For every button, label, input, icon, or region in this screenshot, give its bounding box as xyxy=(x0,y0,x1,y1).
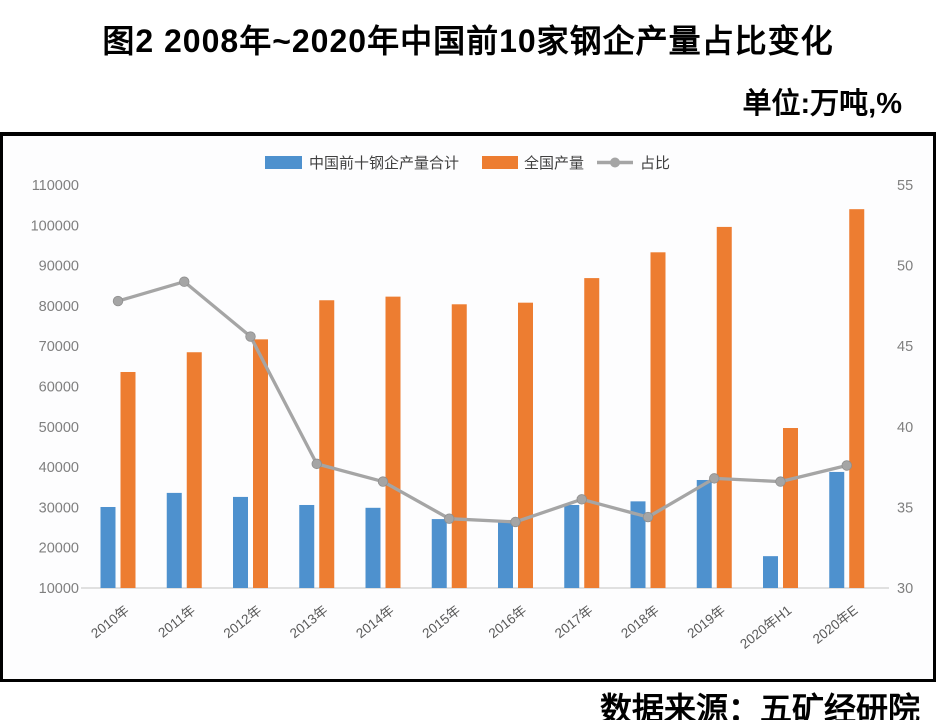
x-axis-label-2020年E: 2020年E xyxy=(810,603,861,647)
y-axis-tick-left: 60000 xyxy=(39,380,79,396)
y-axis-tick-left: 50000 xyxy=(39,420,79,436)
share-point-2018年 xyxy=(642,511,654,523)
x-axis-label-2014年: 2014年 xyxy=(353,603,397,642)
bar-top10-2011年 xyxy=(166,492,182,588)
bar-top10-2010年 xyxy=(100,506,116,588)
bar-top10-2016年 xyxy=(498,521,513,588)
y-axis-tick-right: 50 xyxy=(897,259,913,275)
x-axis-label-2010年: 2010年 xyxy=(88,603,132,642)
x-axis-label-2020年H1: 2020年H1 xyxy=(737,603,794,652)
bar-top10-2012年 xyxy=(233,496,248,588)
share-point-2017年 xyxy=(576,494,587,505)
share-point-2016年 xyxy=(510,516,521,528)
legend-swatch-top10 xyxy=(265,156,302,169)
y-axis-tick-left: 80000 xyxy=(39,299,79,315)
chart-frame: 中国前十钢企产量合计 全国产量 占比 10000 20000 30000 40000 5000… xyxy=(0,132,936,682)
y-axis-tick-right: 55 xyxy=(897,178,913,194)
x-axis-label-2011年: 2011年 xyxy=(155,603,198,641)
x-axis-label-2015年: 2015年 xyxy=(420,603,464,642)
y-axis-tick-left: 20000 xyxy=(39,541,79,557)
x-axis-label-2018年: 2018年 xyxy=(618,603,662,642)
y-axis-tick-left: 110000 xyxy=(32,178,79,194)
x-axis-label-2012年: 2012年 xyxy=(221,603,265,642)
legend-label-share: 占比 xyxy=(640,155,670,172)
x-axis-label-2019年: 2019年 xyxy=(685,603,729,642)
y-axis-tick-left: 10000 xyxy=(39,581,79,597)
share-point-2020年E xyxy=(841,460,852,471)
share-line xyxy=(117,280,848,524)
bar-national-2013年 xyxy=(319,300,335,588)
bar-top10-2017年 xyxy=(564,504,580,588)
y-axis-tick-right: 30 xyxy=(897,581,913,597)
share-point-2019年 xyxy=(709,473,720,484)
bar-top10-2015年 xyxy=(431,519,447,588)
bar-top10-2014年 xyxy=(365,507,381,588)
bar-national-2020年E xyxy=(849,209,865,588)
bar-top10-2020年E xyxy=(829,471,845,588)
legend-marker-share xyxy=(610,157,620,168)
share-line-group xyxy=(112,276,852,528)
y-axis-tick-right: 35 xyxy=(897,500,913,516)
share-point-2011年 xyxy=(179,276,190,287)
y-axis-tick-left: 40000 xyxy=(39,460,79,476)
y-axis-tick-left: 100000 xyxy=(31,218,79,234)
y-axis-tick-left: 30000 xyxy=(39,500,79,516)
unit-label: 单位:万吨,% xyxy=(742,88,902,120)
share-point-2012年 xyxy=(245,331,256,342)
y-axis-tick-left: 90000 xyxy=(39,259,79,275)
legend-swatch-national xyxy=(482,156,518,169)
bar-national-2012年 xyxy=(253,339,268,588)
bar-top10-2019年 xyxy=(696,479,712,588)
share-point-2010年 xyxy=(112,295,124,307)
y-axis-tick-left: 70000 xyxy=(39,339,79,355)
bar-national-2010年 xyxy=(120,371,136,588)
x-axis-label-2017年: 2017年 xyxy=(552,603,596,642)
bar-national-2011年 xyxy=(186,352,202,588)
y-axis-tick-right: 40 xyxy=(897,420,913,436)
legend: 中国前十钢企产量合计 全国产量 占比 xyxy=(265,154,670,172)
bar-top10-2018年 xyxy=(630,501,646,588)
y-axis-tick-right: 45 xyxy=(897,339,913,355)
bar-top10-2013年 xyxy=(299,504,315,588)
x-axis-label-2016年: 2016年 xyxy=(486,603,530,642)
share-point-2014年 xyxy=(377,476,389,487)
bar-national-2018年 xyxy=(650,252,666,588)
figure-title: 图2 2008年~2020年中国前10家钢企产量占比变化 xyxy=(102,23,834,59)
bar-national-2015年 xyxy=(451,304,467,588)
bar-national-2017年 xyxy=(584,278,600,588)
share-point-2015年 xyxy=(444,513,455,524)
bars-group xyxy=(100,209,865,589)
bar-national-2014年 xyxy=(385,296,401,588)
bar-national-2019年 xyxy=(716,226,732,589)
legend-label-top10: 中国前十钢企产量合计 xyxy=(309,154,459,172)
combo-chart: 中国前十钢企产量合计 全国产量 占比 10000 20000 30000 40000 5000… xyxy=(31,154,914,652)
bar-national-2016年 xyxy=(518,302,533,588)
bar-national-2020年H1 xyxy=(783,428,798,588)
legend-label-national: 全国产量 xyxy=(524,154,584,172)
share-point-2020年H1 xyxy=(775,476,786,487)
x-axis-label-2013年: 2013年 xyxy=(287,603,331,642)
bar-top10-2020年H1 xyxy=(763,556,778,588)
data-source-label: 数据来源：五矿经研院 xyxy=(599,691,920,720)
share-point-2013年 xyxy=(311,458,322,470)
